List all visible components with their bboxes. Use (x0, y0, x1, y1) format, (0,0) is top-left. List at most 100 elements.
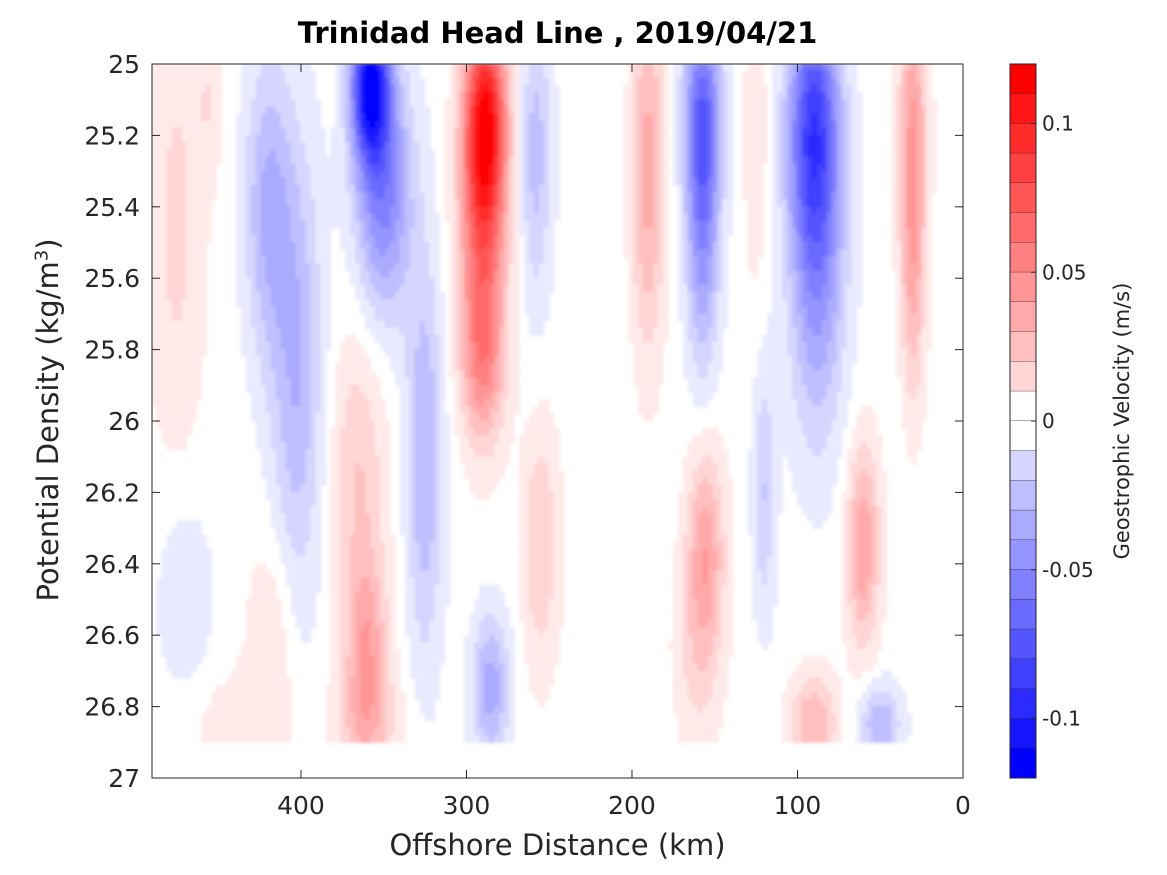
contour-cell (265, 720, 272, 729)
contour-cell (191, 320, 198, 329)
contour-cell (355, 377, 362, 386)
contour-cell (399, 320, 406, 329)
contour-cell (444, 192, 451, 201)
contour-cell (479, 734, 486, 743)
contour-cell (374, 698, 381, 708)
contour-cell (265, 113, 272, 122)
contour-cell (240, 177, 247, 186)
contour-cell (399, 64, 406, 72)
contour-cell (156, 206, 163, 215)
contour-cell (434, 327, 441, 336)
contour-cell (409, 313, 416, 322)
contour-cell (414, 470, 421, 479)
contour-cell (191, 156, 198, 165)
contour-cell (484, 84, 491, 94)
contour-cell (439, 334, 446, 343)
contour-cell (365, 534, 371, 543)
contour-cell (409, 599, 416, 608)
contour-cell (310, 313, 317, 322)
contour-cell (325, 713, 332, 722)
contour-cell (444, 506, 451, 515)
contour-cell (245, 106, 252, 115)
contour-cell (171, 620, 178, 629)
contour-cell (350, 99, 357, 108)
contour-cell (156, 192, 163, 201)
contour-cell (379, 227, 386, 236)
contour-cell (270, 377, 277, 386)
contour-cell (360, 499, 367, 508)
contour-cell (161, 220, 168, 229)
contour-cell (280, 384, 287, 393)
contour-cell (152, 291, 158, 301)
contour-cell (369, 499, 376, 508)
contour-cell (469, 277, 476, 286)
contour-cell (469, 441, 476, 451)
contour-cell (379, 64, 386, 72)
contour-cell (404, 299, 411, 308)
contour-cell (310, 234, 317, 243)
contour-cell (330, 513, 337, 522)
contour-cell (350, 506, 357, 515)
contour-cell (479, 206, 486, 215)
contour-cell (245, 277, 252, 286)
contour-cell (275, 620, 282, 629)
contour-cell (255, 384, 262, 393)
contour-cell (255, 577, 262, 586)
contour-cell (305, 249, 312, 258)
contour-cell (171, 627, 178, 636)
contour-cell (186, 156, 193, 165)
contour-cell (419, 120, 426, 129)
contour-cell (245, 127, 252, 136)
contour-cell (409, 299, 416, 308)
contour-cell (484, 227, 491, 236)
contour-cell (191, 656, 198, 665)
contour-cell (152, 320, 158, 329)
contour-cell (176, 584, 183, 593)
contour-cell (340, 541, 347, 551)
contour-cell (474, 384, 481, 393)
contour-cell (469, 413, 476, 422)
contour-cell (489, 713, 496, 722)
contour-cell (235, 256, 242, 265)
contour-cell (484, 698, 491, 708)
contour-cell (290, 213, 297, 222)
contour-cell (270, 270, 277, 279)
contour-cell (479, 449, 486, 458)
contour-cell (280, 406, 287, 415)
contour-cell (152, 77, 158, 86)
contour-cell (310, 463, 317, 472)
contour-cell (424, 120, 431, 129)
contour-cell (186, 534, 193, 543)
contour-cell (379, 106, 386, 115)
contour-cell (181, 620, 188, 629)
contour-cell (414, 527, 421, 536)
contour-cell (454, 256, 461, 265)
contour-cell (379, 713, 386, 722)
contour-cell (186, 170, 193, 179)
contour-cell (335, 691, 342, 700)
contour-cell (310, 70, 317, 79)
contour-cell (350, 663, 357, 672)
contour-cell (290, 484, 297, 493)
contour-cell (489, 441, 496, 451)
contour-cell (414, 64, 421, 72)
contour-cell (176, 377, 183, 386)
contour-cell (171, 541, 178, 551)
contour-cell (176, 306, 183, 315)
contour-cell (290, 127, 297, 136)
contour-cell (499, 691, 506, 700)
contour-cell (275, 670, 282, 679)
contour-cell (240, 213, 247, 222)
contour-cell (469, 170, 476, 179)
contour-cell (414, 570, 421, 579)
contour-cell (365, 698, 371, 708)
contour-cell (285, 370, 292, 379)
contour-cell (260, 627, 267, 636)
contour-cell (176, 434, 183, 443)
contour-cell (161, 177, 168, 186)
contour-cell (504, 363, 511, 372)
contour-cell (285, 113, 292, 122)
contour-cell (360, 420, 367, 429)
contour-cell (384, 656, 391, 665)
contour-cell (414, 549, 421, 558)
